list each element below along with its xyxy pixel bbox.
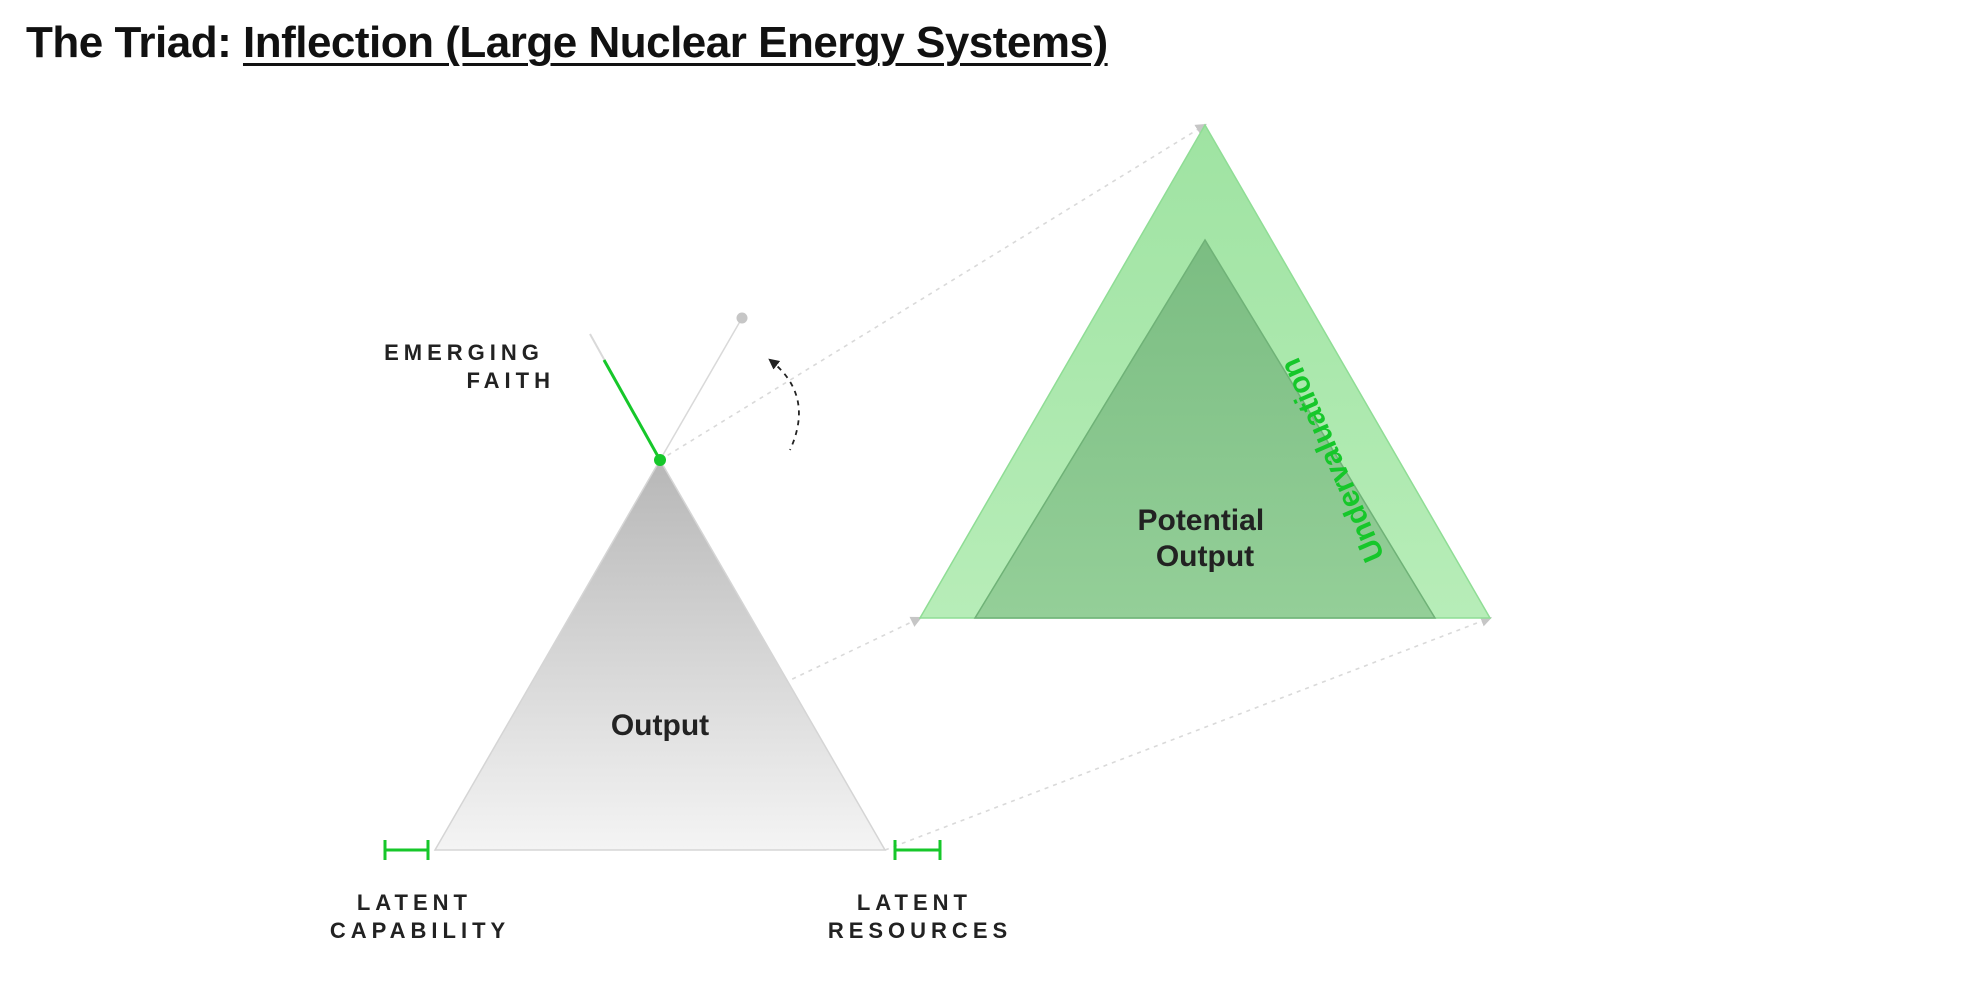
output-triangle: [435, 460, 885, 850]
latent-resources-label: LATENT RESOURCES: [828, 890, 1012, 943]
faith-extension-line: [660, 318, 742, 460]
latent-capability-bracket: [385, 840, 428, 860]
faith-top-dot: [737, 313, 748, 324]
projection-line-right: [885, 618, 1490, 850]
emerging-faith-label: EMERGING FAITH: [384, 340, 555, 393]
triad-diagram: EMERGING FAITH LATENT CAPABILITY LATENT …: [0, 0, 1984, 982]
latent-capability-label: LATENT CAPABILITY: [330, 890, 510, 943]
apex-green-dot: [654, 454, 666, 466]
emerging-faith-line-green: [604, 360, 660, 460]
output-label: Output: [611, 709, 709, 742]
emerging-faith-arc: [770, 360, 799, 450]
